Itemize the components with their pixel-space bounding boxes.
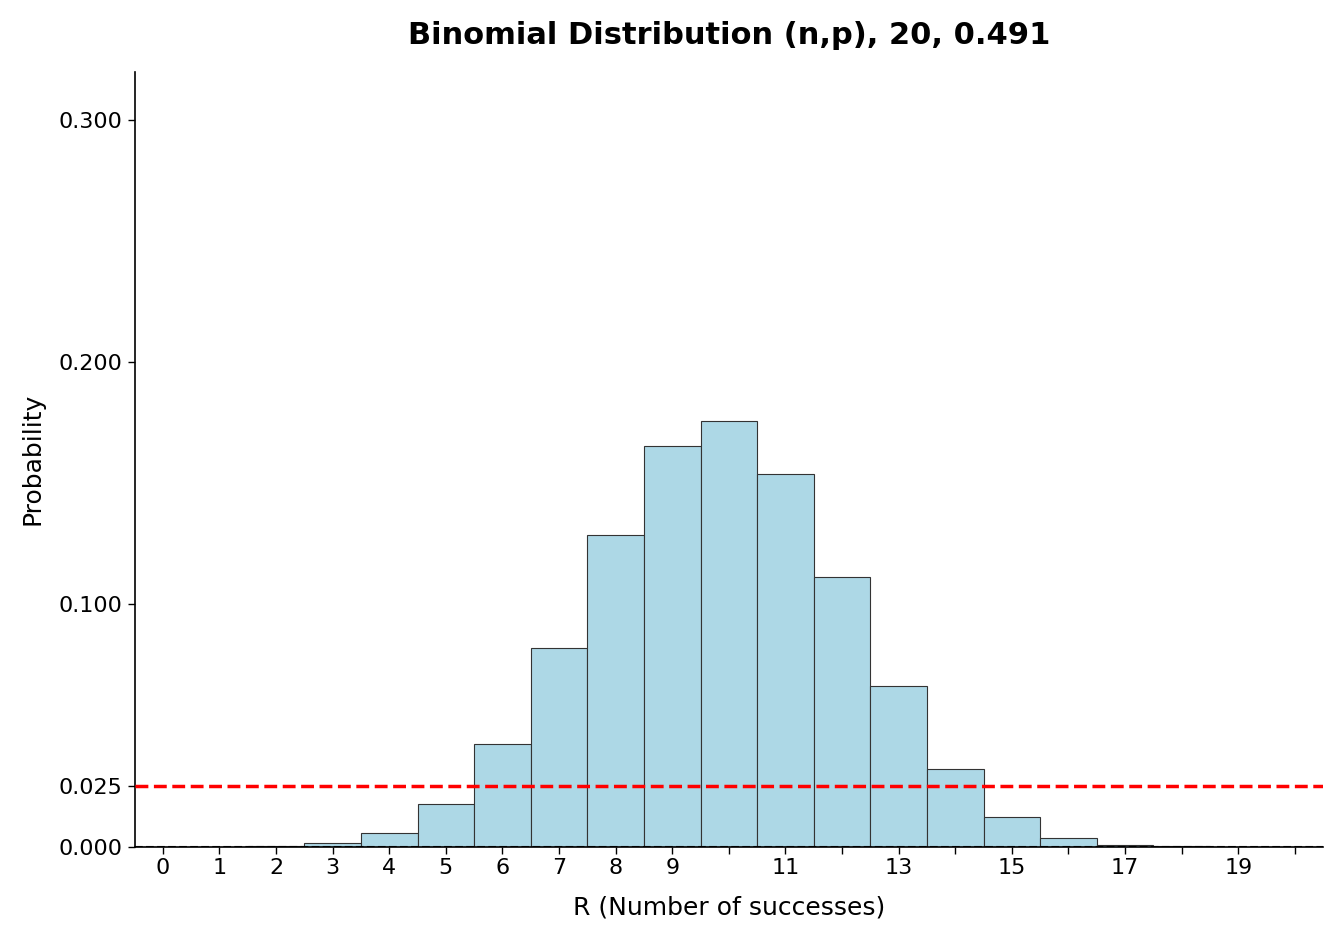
Bar xyxy=(418,804,474,847)
Bar xyxy=(757,474,813,847)
Title: Binomial Distribution (n,p), 20, 0.491: Binomial Distribution (n,p), 20, 0.491 xyxy=(407,21,1050,50)
Bar xyxy=(587,535,644,847)
Bar xyxy=(1097,845,1153,847)
Bar xyxy=(927,770,984,847)
Bar xyxy=(474,744,531,847)
Bar xyxy=(700,421,757,847)
Bar xyxy=(531,648,587,847)
Bar xyxy=(362,833,418,847)
Bar xyxy=(984,817,1040,847)
Bar xyxy=(1040,838,1097,847)
Bar xyxy=(304,843,362,847)
Y-axis label: Probability: Probability xyxy=(22,393,44,525)
Bar xyxy=(871,686,927,847)
Bar xyxy=(644,446,700,847)
Bar xyxy=(813,577,871,847)
X-axis label: R (Number of successes): R (Number of successes) xyxy=(573,895,884,919)
